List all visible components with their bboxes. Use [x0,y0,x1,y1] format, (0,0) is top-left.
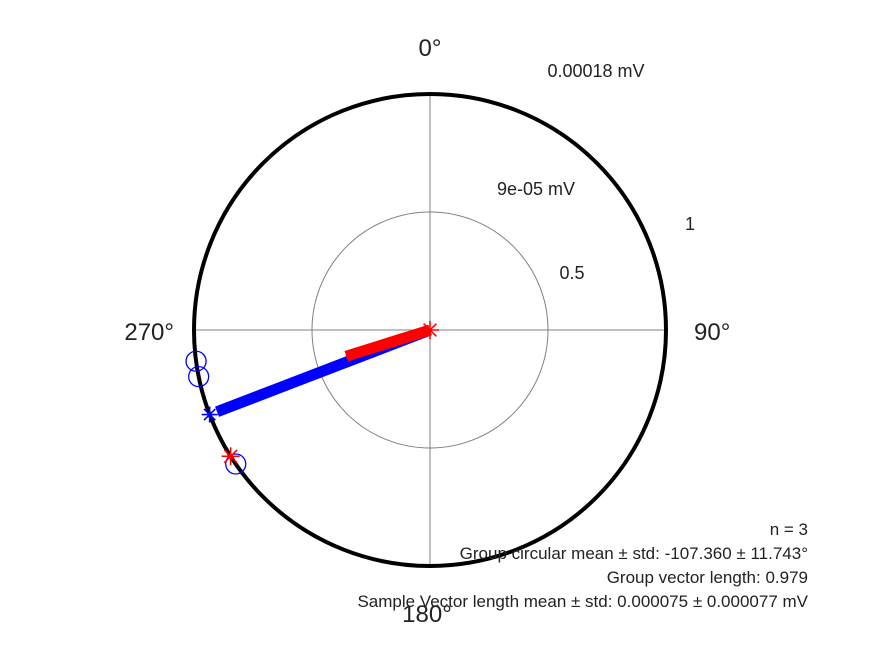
unit-vector-marker-3 [225,453,247,475]
angle-label-270: 270° [124,319,174,346]
magnitude-tick-inner: 9e-05 mV [497,179,575,199]
r-tick-inner: 0.5 [559,263,584,283]
r-tick-outer: 1 [685,214,695,234]
sample-mean-direction-marker [201,406,218,423]
angle-label-90: 90° [694,319,730,346]
stats-n: n = 3 [769,520,808,539]
magnitude-tick-outer: 0.00018 mV [547,61,644,81]
unit-circle [192,92,668,568]
stats-group-vector-length: Group vector length: 0.979 [606,568,808,587]
angle-label-0: 0° [419,35,442,62]
statistics-panel: n = 3 Group circular mean ± std: -107.36… [357,518,808,614]
unit-vector-marker-1 [185,350,207,372]
group-mean-vector [344,324,432,362]
polar-marks [185,92,668,568]
angle-label-180: 180° [402,601,452,628]
center-marker [421,321,439,339]
stats-group-mean: Group circular mean ± std: -107.360 ± 11… [459,544,808,563]
stats-sample-vector-length: Sample Vector length mean ± std: 0.00007… [357,592,808,611]
grid-circle-inner [311,211,549,449]
group-mean-direction-marker [221,447,240,466]
unit-vector-marker-2 [188,365,210,388]
